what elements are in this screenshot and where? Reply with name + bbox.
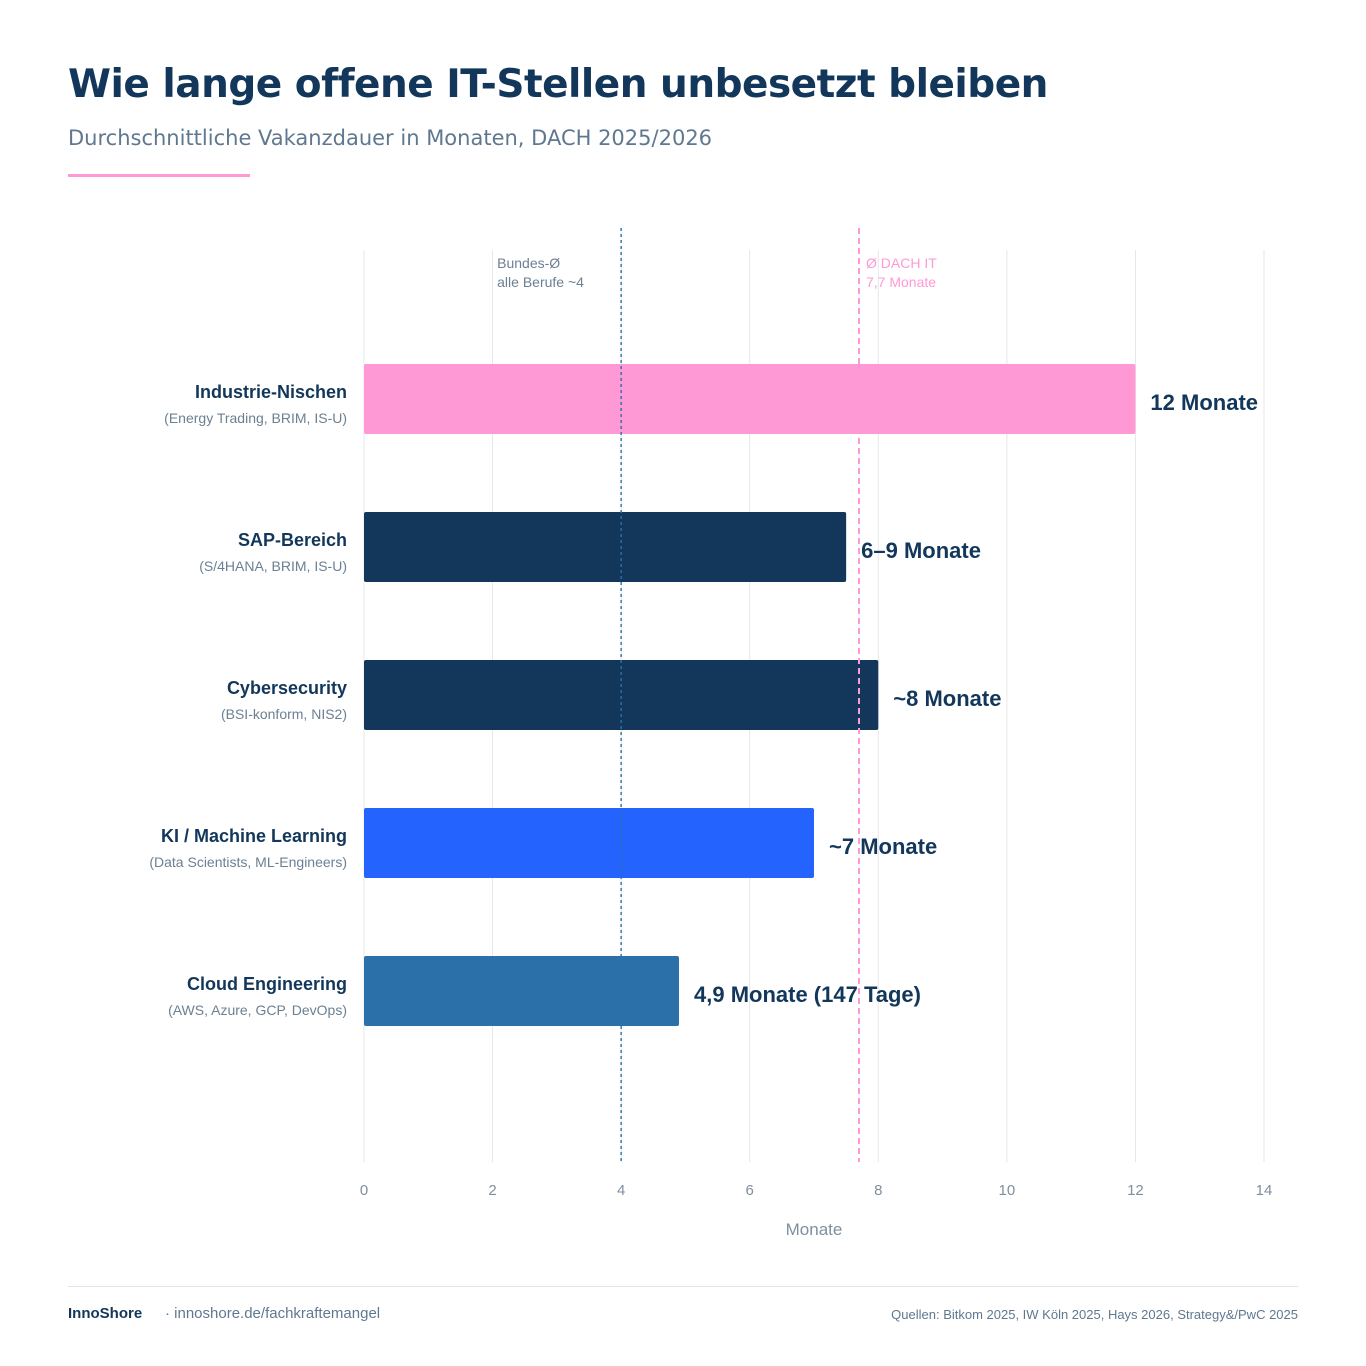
category-detail-label: (AWS, Azure, GCP, DevOps) xyxy=(168,1002,347,1018)
bar-3 xyxy=(364,808,814,878)
value-label: ~7 Monate xyxy=(829,834,937,859)
reference-line-label: Ø DACH IT xyxy=(866,255,937,271)
value-label: 4,9 Monate (147 Tage) xyxy=(694,982,921,1007)
footer-brand: InnoShore xyxy=(68,1305,143,1322)
x-tick-label: 4 xyxy=(617,1182,625,1199)
labels: 0 2 4 6 8 10 12 14 Monate Industrie-Nischen (Energ… xyxy=(149,228,1272,1239)
x-tick-label: 14 xyxy=(1256,1182,1273,1199)
reference-line-label: 7,7 Monate xyxy=(866,274,936,290)
value-label: ~8 Monate xyxy=(893,686,1001,711)
footer-link[interactable]: · innoshore.de/fachkraftemangel xyxy=(165,1305,381,1322)
category-label: KI / Machine Learning xyxy=(161,826,347,846)
bar-1 xyxy=(364,512,847,582)
category-detail-label: (Energy Trading, BRIM, IS-U) xyxy=(164,410,347,426)
category-detail-label: (S/4HANA, BRIM, IS-U) xyxy=(199,558,347,574)
category-detail-label: (BSI-konform, NIS2) xyxy=(221,706,347,722)
bar-4 xyxy=(364,956,679,1026)
chart-title: Wie lange offene IT-Stellen unbesetzt bl… xyxy=(68,62,1048,107)
x-tick-label: 0 xyxy=(360,1182,368,1199)
footer-sources: Quellen: Bitkom 2025, IW Köln 2025, Hays… xyxy=(891,1307,1298,1322)
x-tick-label: 6 xyxy=(746,1182,754,1199)
reference-lines: Bundes-Ø alle Berufe ~4 Ø DACH IT 7,7 Monat… xyxy=(497,255,937,290)
x-tick-label: 10 xyxy=(999,1182,1016,1199)
footer-divider xyxy=(68,1286,1298,1287)
title-accent-line xyxy=(68,174,250,177)
category-label: Industrie-Nischen xyxy=(195,382,347,402)
category-label: Cybersecurity xyxy=(227,678,347,698)
x-tick-label: 8 xyxy=(874,1182,882,1199)
bar-0 xyxy=(364,364,1136,434)
category-detail-label: (Data Scientists, ML-Engineers) xyxy=(149,854,347,870)
x-tick-label: 2 xyxy=(488,1182,496,1199)
x-tick-label: 12 xyxy=(1127,1182,1144,1199)
bars xyxy=(364,364,1136,1026)
category-label: SAP-Bereich xyxy=(238,530,347,550)
reference-line-label: alle Berufe ~4 xyxy=(497,274,584,290)
bar-2 xyxy=(364,660,879,730)
chart-subtitle: Durchschnittliche Vakanzdauer in Monaten… xyxy=(68,126,713,150)
value-label: 6–9 Monate xyxy=(861,538,981,563)
category-label: Cloud Engineering xyxy=(187,974,347,994)
value-label: 12 Monate xyxy=(1150,390,1258,415)
reference-line-label: Bundes-Ø xyxy=(497,255,560,271)
x-axis-label: Monate xyxy=(786,1220,843,1239)
